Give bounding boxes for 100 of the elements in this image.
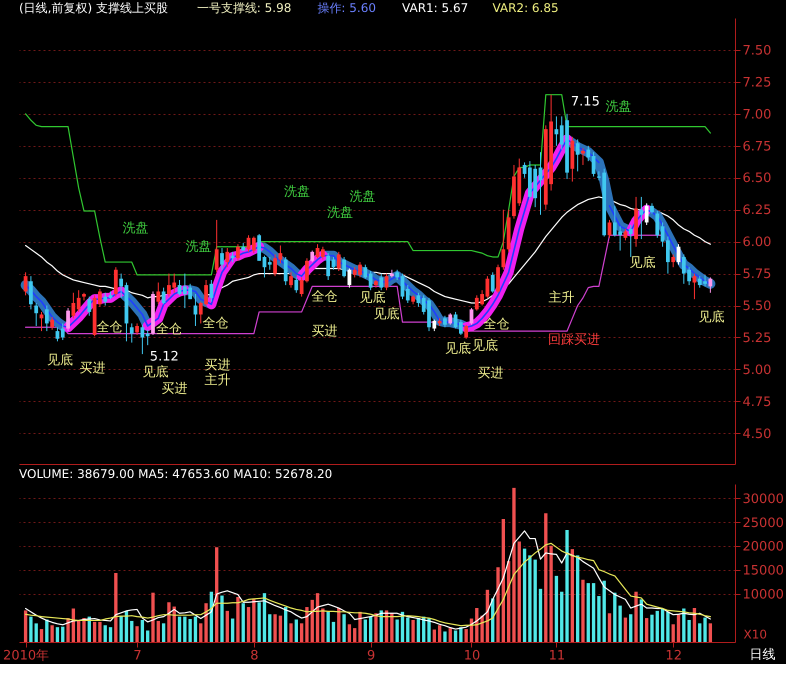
candlestick: [342, 256, 346, 278]
x-tick-label: 12: [665, 648, 682, 664]
bar: [167, 602, 171, 642]
bar: [50, 625, 54, 642]
annotation: 全仓: [312, 290, 338, 305]
bar: [146, 630, 150, 642]
bar: [284, 607, 288, 642]
bar: [242, 603, 245, 642]
candlestick: [87, 296, 92, 316]
bar: [183, 616, 187, 642]
annotation: 5.12: [150, 349, 179, 364]
bar: [560, 592, 564, 642]
candlestick: [40, 311, 44, 332]
y-tick-label: 15000: [742, 564, 784, 579]
bar: [108, 627, 112, 642]
y-tick-label: 5.00: [742, 362, 772, 378]
bar: [581, 580, 585, 642]
candlestick: [194, 294, 198, 326]
y-tick-label: 7.00: [742, 107, 772, 122]
x-tick-label: 9: [366, 648, 376, 664]
bar: [502, 518, 506, 642]
bar: [246, 607, 250, 642]
x-tick-label: 8: [250, 648, 258, 664]
annotation: 洗盘: [284, 184, 310, 200]
line-series: [24, 94, 711, 276]
y-tick-label: 30000: [742, 492, 784, 507]
annotation: 见底: [142, 364, 169, 380]
annotation: 洗盘: [606, 100, 632, 115]
annotation: 洗盘: [350, 190, 376, 205]
bar: [650, 614, 654, 642]
candlestick: [162, 287, 166, 305]
bar: [570, 549, 574, 642]
bar: [576, 555, 580, 642]
bar: [602, 580, 606, 642]
y-tick-label: 4.50: [742, 426, 772, 442]
candlestick: [650, 202, 654, 214]
bar: [549, 546, 553, 642]
candlestick: [50, 316, 54, 330]
chart-title: (日线,前复权) 支撑线上买股: [19, 1, 168, 15]
y-tick-label: 6.75: [742, 139, 772, 154]
bar: [332, 622, 336, 642]
candlestick: [214, 219, 219, 273]
candlestick: [289, 272, 293, 288]
candlestick: [44, 305, 49, 332]
candlestick: [230, 251, 234, 263]
bar: [613, 592, 616, 642]
bar: [538, 588, 542, 642]
bar: [708, 623, 712, 642]
bar: [416, 618, 420, 642]
bar: [34, 623, 38, 642]
candlestick: [581, 148, 585, 166]
bar: [454, 630, 458, 642]
bar: [72, 608, 76, 642]
bar: [682, 608, 686, 642]
bar: [45, 619, 48, 642]
bar: [629, 614, 632, 642]
annotation: 见底: [698, 310, 724, 326]
annotation: 见底: [47, 353, 74, 368]
candlestick: [628, 224, 633, 258]
bar: [459, 627, 463, 642]
candlestick: [210, 279, 214, 302]
y-tick-label: 4.75: [742, 394, 772, 410]
bar: [215, 547, 218, 642]
x-tick-label: 7: [133, 648, 142, 664]
bar: [56, 627, 60, 642]
y-tick-label: 6.25: [742, 203, 772, 218]
bar: [656, 610, 659, 642]
bar: [252, 599, 256, 642]
candlestick: [379, 273, 384, 291]
text: 操作: 5.60: [317, 1, 376, 15]
candlestick: [220, 248, 224, 270]
annotation: 全仓: [202, 316, 229, 331]
candlestick: [336, 251, 341, 272]
bar: [156, 620, 160, 642]
bar: [528, 555, 532, 642]
y-tick-label: 6.50: [742, 171, 772, 186]
candlestick: [644, 202, 649, 226]
candlestick: [608, 219, 612, 238]
x-tick-label: 2010年: [3, 648, 50, 664]
bar: [172, 606, 176, 642]
annotation: 见底: [472, 338, 498, 354]
x-tick-label: 11: [548, 648, 566, 664]
bar: [194, 616, 198, 642]
bar: [210, 592, 214, 642]
bar: [592, 583, 596, 642]
bar: [624, 618, 628, 642]
annotation: 买进: [162, 382, 188, 397]
annotation: 见底: [445, 341, 472, 356]
bar: [554, 576, 558, 642]
annotation: 全仓: [156, 322, 182, 337]
candlestick: [639, 196, 644, 240]
annotation: 买进: [478, 366, 504, 381]
candlestick: [188, 283, 192, 300]
bar: [226, 610, 229, 642]
candlestick: [470, 308, 474, 326]
candlestick: [443, 315, 447, 328]
bar: [310, 600, 314, 642]
annotation: 洗盘: [326, 205, 353, 220]
bar: [300, 623, 304, 642]
bar: [390, 613, 394, 642]
